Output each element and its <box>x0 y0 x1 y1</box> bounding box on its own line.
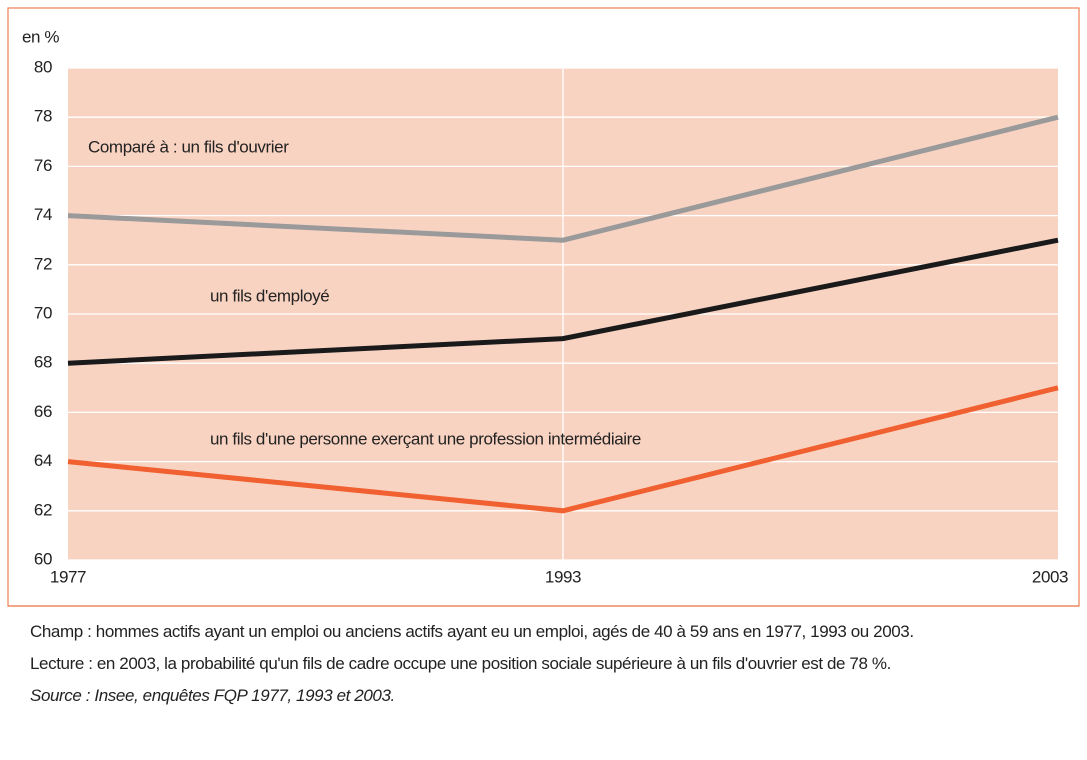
y-tick-label: 78 <box>34 107 52 126</box>
y-tick-label: 66 <box>34 402 52 421</box>
y-tick-label: 62 <box>34 500 52 519</box>
note-champ: Champ : hommes actifs ayant un emploi ou… <box>30 622 914 641</box>
x-tick-label: 1993 <box>545 567 581 586</box>
series-label: Comparé à : un fils d'ouvrier <box>88 137 289 156</box>
y-tick-label: 60 <box>34 549 52 568</box>
line <box>67 237 1059 366</box>
y-tick-label: 70 <box>34 303 52 322</box>
note-lecture: Lecture : en 2003, la probabilité qu'un … <box>30 654 891 673</box>
y-tick-label: 80 <box>34 57 52 76</box>
x-tick-label: 2003 <box>1032 567 1068 586</box>
y-tick-label: 74 <box>34 205 52 224</box>
line <box>67 385 1059 514</box>
x-tick-label: 1977 <box>50 567 86 586</box>
y-axis-label: en % <box>22 27 59 46</box>
series-label: un fils d'employé <box>210 286 329 305</box>
y-tick-label: 72 <box>34 254 52 273</box>
line <box>67 114 1059 243</box>
series-label: un fils d'une personne exerçant une prof… <box>210 429 641 448</box>
y-tick-label: 64 <box>34 451 52 470</box>
y-tick-label: 68 <box>34 353 52 372</box>
note-source: Source : Insee, enquêtes FQP 1977, 1993 … <box>30 686 395 705</box>
chart: en % 60 62 64 66 68 70 72 74 76 78 80 1977 1993 2003 C… <box>7 7 1080 607</box>
y-tick-label: 76 <box>34 156 52 175</box>
notes: Champ : hommes actifs ayant un emploi ou… <box>30 620 1070 716</box>
